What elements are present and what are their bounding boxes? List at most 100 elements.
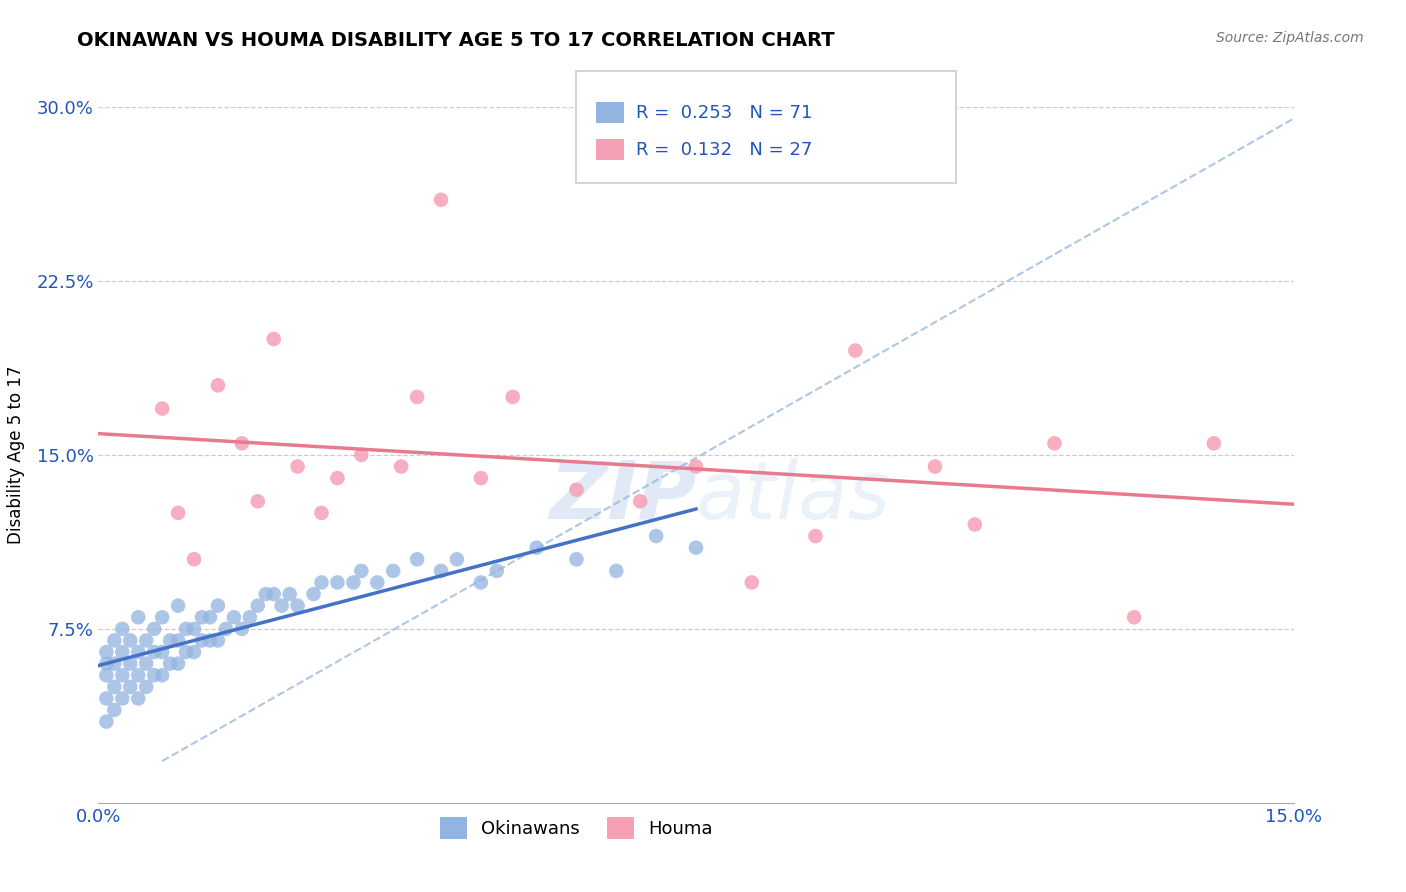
Text: R =  0.253   N = 71: R = 0.253 N = 71: [636, 104, 811, 122]
Point: [103, 633, 125, 648]
Point: [127, 691, 149, 706]
Point: [174, 645, 197, 659]
Point: [183, 645, 205, 659]
Point: [198, 610, 221, 624]
Point: [103, 703, 125, 717]
Point: [963, 517, 986, 532]
Point: [127, 668, 149, 682]
Point: [366, 575, 388, 590]
Text: R =  0.132   N = 27: R = 0.132 N = 27: [636, 141, 811, 159]
Point: [326, 471, 349, 485]
Point: [430, 193, 453, 207]
Point: [239, 610, 262, 624]
Point: [565, 483, 588, 497]
Point: [167, 506, 190, 520]
Point: [127, 610, 149, 624]
Point: [174, 622, 197, 636]
Legend: Okinawans, Houma: Okinawans, Houma: [433, 809, 720, 846]
Point: [605, 564, 627, 578]
Point: [120, 680, 142, 694]
Point: [183, 552, 205, 566]
Point: [207, 378, 229, 392]
Point: [326, 575, 349, 590]
Point: [159, 633, 181, 648]
Point: [231, 436, 253, 450]
Point: [685, 459, 707, 474]
Text: OKINAWAN VS HOUMA DISABILITY AGE 5 TO 17 CORRELATION CHART: OKINAWAN VS HOUMA DISABILITY AGE 5 TO 17…: [77, 31, 835, 50]
Point: [120, 633, 142, 648]
Point: [645, 529, 668, 543]
Point: [143, 668, 166, 682]
Point: [150, 401, 173, 416]
Point: [270, 599, 292, 613]
Point: [96, 714, 118, 729]
Point: [350, 448, 373, 462]
Point: [278, 587, 301, 601]
Point: [183, 622, 205, 636]
Point: [741, 575, 763, 590]
Point: [222, 610, 245, 624]
Point: [1123, 610, 1146, 624]
Point: [103, 657, 125, 671]
Point: [1043, 436, 1066, 450]
Point: [246, 599, 269, 613]
Point: [406, 390, 429, 404]
Point: [446, 552, 468, 566]
Point: [135, 633, 157, 648]
Point: [120, 657, 142, 671]
Point: [111, 622, 134, 636]
Point: [263, 587, 285, 601]
Point: [389, 459, 412, 474]
Point: [430, 564, 453, 578]
Point: [111, 645, 134, 659]
Text: Source: ZipAtlas.com: Source: ZipAtlas.com: [1216, 31, 1364, 45]
Point: [231, 622, 253, 636]
Text: atlas: atlas: [696, 458, 891, 536]
Point: [215, 622, 238, 636]
Point: [311, 575, 333, 590]
Point: [143, 645, 166, 659]
Point: [96, 657, 118, 671]
Point: [263, 332, 285, 346]
Point: [565, 552, 588, 566]
Point: [191, 610, 214, 624]
Point: [96, 691, 118, 706]
Point: [207, 633, 229, 648]
Point: [150, 610, 173, 624]
Point: [406, 552, 429, 566]
Point: [246, 494, 269, 508]
Point: [103, 680, 125, 694]
Point: [382, 564, 405, 578]
Point: [628, 494, 651, 508]
Point: [342, 575, 364, 590]
Point: [96, 645, 118, 659]
Point: [198, 633, 221, 648]
Point: [804, 529, 827, 543]
Point: [159, 657, 181, 671]
Point: [143, 622, 166, 636]
Point: [167, 599, 190, 613]
Point: [127, 645, 149, 659]
Point: [1202, 436, 1225, 450]
Point: [287, 459, 309, 474]
Point: [685, 541, 707, 555]
Point: [167, 657, 190, 671]
Point: [111, 668, 134, 682]
Point: [470, 575, 492, 590]
Point: [96, 668, 118, 682]
Point: [502, 390, 524, 404]
Point: [470, 471, 492, 485]
Point: [254, 587, 277, 601]
Point: [302, 587, 325, 601]
Point: [191, 633, 214, 648]
Point: [844, 343, 866, 358]
Point: [350, 564, 373, 578]
Point: [167, 633, 190, 648]
Point: [135, 680, 157, 694]
Point: [924, 459, 946, 474]
Point: [150, 645, 173, 659]
Point: [135, 657, 157, 671]
Point: [207, 599, 229, 613]
Point: [485, 564, 508, 578]
Text: ZIP: ZIP: [548, 458, 696, 536]
